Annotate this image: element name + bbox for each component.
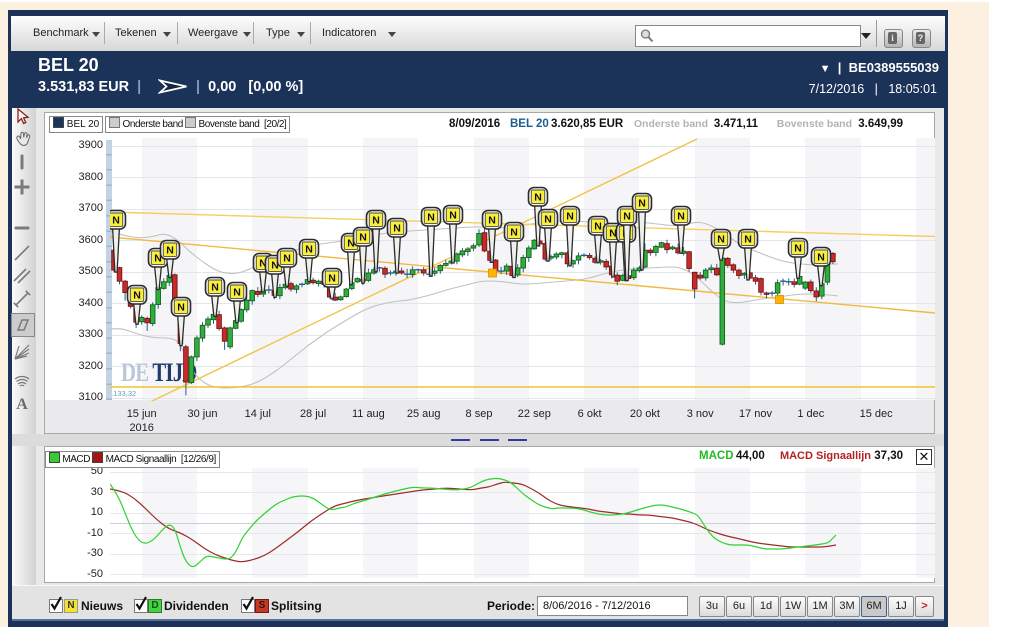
svg-text:N: N (794, 243, 802, 255)
svg-text:N: N (623, 211, 631, 223)
svg-text:N: N (510, 227, 518, 239)
svg-text:N: N (744, 234, 752, 246)
svg-text:N: N (638, 198, 646, 210)
svg-text:N: N (817, 252, 825, 264)
svg-text:N: N (133, 290, 141, 302)
svg-text:N: N (594, 221, 602, 233)
svg-text:N: N (305, 244, 313, 256)
svg-text:N: N (372, 215, 380, 227)
svg-text:N: N (233, 287, 241, 299)
svg-text:N: N (271, 260, 279, 272)
svg-text:N: N (283, 253, 291, 265)
svg-text:N: N (677, 211, 685, 223)
svg-text:N: N (166, 245, 174, 257)
svg-text:N: N (347, 238, 355, 250)
svg-text:N: N (154, 253, 162, 265)
svg-text:N: N (328, 273, 336, 285)
svg-text:N: N (717, 234, 725, 246)
svg-text:N: N (177, 302, 185, 314)
svg-text:N: N (393, 223, 401, 235)
svg-text:N: N (488, 215, 496, 227)
svg-text:N: N (359, 232, 367, 244)
svg-text:N: N (609, 228, 617, 240)
svg-text:N: N (534, 192, 542, 204)
svg-text:N: N (566, 211, 574, 223)
svg-text:N: N (259, 258, 267, 270)
svg-text:N: N (112, 215, 120, 227)
svg-text:N: N (449, 210, 457, 222)
svg-text:N: N (427, 212, 435, 224)
svg-text:N: N (544, 214, 552, 226)
svg-text:N: N (211, 282, 219, 294)
svg-text:A: A (16, 396, 28, 413)
